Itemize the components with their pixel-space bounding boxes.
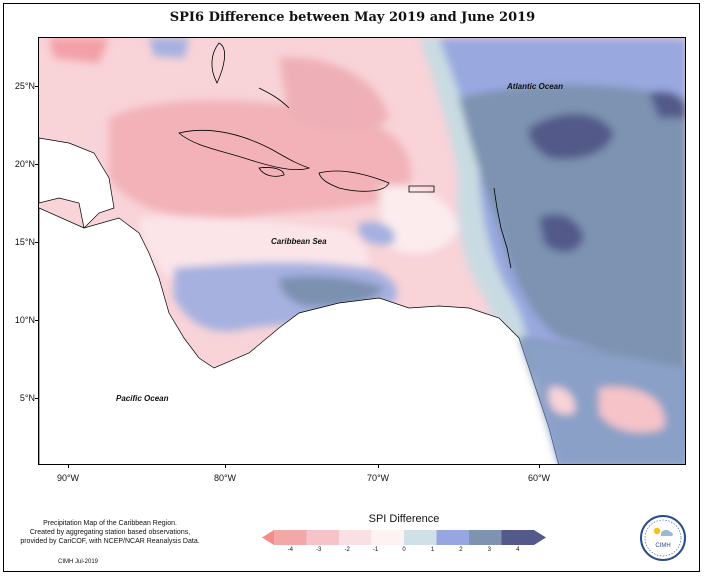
lat-tick xyxy=(35,242,38,243)
label-pacific-ocean: Pacific Ocean xyxy=(116,394,169,403)
lon-label-60w: 60°W xyxy=(527,473,551,483)
hispaniola-outline xyxy=(318,170,390,192)
legend-swatch xyxy=(274,530,307,545)
lat-label-10n: 10°N xyxy=(14,315,35,325)
jamaica-outline xyxy=(258,167,285,177)
field-dark-atlantic-1 xyxy=(528,113,614,160)
logo-text: CIMH xyxy=(655,543,670,549)
legend-colorbar xyxy=(262,530,546,545)
legend-swatch xyxy=(306,530,340,545)
lon-tick xyxy=(539,465,540,468)
island-outlines xyxy=(178,42,512,269)
legend-swatch xyxy=(262,530,274,545)
lon-label-90w: 90°W xyxy=(56,473,80,483)
field-slate-south xyxy=(279,276,384,307)
lon-tick xyxy=(68,465,69,468)
legend-swatch xyxy=(534,530,546,545)
legend-tick-label: 0 xyxy=(402,547,406,553)
legend-swatch xyxy=(371,530,405,545)
spi-difference-map xyxy=(39,38,685,464)
field-neutral-east xyxy=(379,185,459,254)
cuba-outline xyxy=(178,129,311,171)
label-atlantic-ocean: Atlantic Ocean xyxy=(507,82,564,91)
legend-tick-label: -2 xyxy=(344,547,350,553)
land-masses xyxy=(39,137,559,464)
legend-swatch xyxy=(436,530,470,545)
lat-tick xyxy=(35,398,38,399)
field-pink-gulf xyxy=(49,38,109,63)
land-yucatan xyxy=(39,137,115,229)
lat-tick xyxy=(35,320,38,321)
puerto-rico-outline xyxy=(408,185,435,193)
legend-tick-label: 2 xyxy=(459,547,463,553)
lat-label-15n: 15°N xyxy=(14,237,35,247)
legend-tick-labels: -4 -3 -2 -1 0 1 2 3 4 xyxy=(0,547,705,557)
legend-title: SPI Difference xyxy=(368,513,440,525)
legend-swatch xyxy=(339,530,372,545)
field-pink-north xyxy=(279,57,389,132)
label-caribbean-sea: Caribbean Sea xyxy=(271,237,327,246)
land-central-south-america xyxy=(39,207,559,464)
lon-label-70w: 70°W xyxy=(366,473,390,483)
lon-tick xyxy=(378,465,379,468)
bahamas-outline xyxy=(258,87,290,109)
legend-tick-label: 1 xyxy=(430,547,435,553)
field-blue-hispaniola xyxy=(359,221,395,245)
credit-text: CIMH Jul-2019 xyxy=(58,559,99,565)
field-land-pink xyxy=(599,387,665,433)
map-title: SPI6 Difference between May 2019 and Jun… xyxy=(169,10,536,25)
cimh-logo: CIMH xyxy=(640,515,686,561)
field-dark-atlantic-3 xyxy=(649,91,685,118)
legend-tick-label: 3 xyxy=(487,547,491,553)
field-blue-north xyxy=(149,38,189,58)
footnote-line-2: Created by aggregating station based obs… xyxy=(29,529,191,536)
footnote-line-1: Precipitation Map of the Caribbean Regio… xyxy=(43,520,177,527)
footnote: Precipitation Map of the Caribbean Regio… xyxy=(12,519,208,546)
legend-swatch xyxy=(404,530,437,545)
lat-label-5n: 5°N xyxy=(19,393,35,403)
legend-swatch xyxy=(469,530,502,545)
florida-outline xyxy=(211,42,226,84)
map-area: Atlantic Ocean Caribbean Sea Pacific Oce… xyxy=(38,37,686,465)
legend-swatch xyxy=(501,530,534,545)
lon-tick xyxy=(225,465,226,468)
legend-tick-label: -4 xyxy=(287,547,293,553)
field-dark-atlantic-2 xyxy=(539,214,584,253)
lon-label-80w: 80°W xyxy=(213,473,237,483)
lat-label-25n: 25°N xyxy=(14,81,35,91)
lat-label-20n: 20°N xyxy=(14,159,35,169)
lat-tick xyxy=(35,86,38,87)
legend-tick-label: -1 xyxy=(372,547,379,553)
lesser-antilles-outline xyxy=(493,187,512,269)
field-land-pink-2 xyxy=(549,387,575,415)
footnote-line-3: provided by CariCOF, with NCEP/NCAR Rean… xyxy=(20,538,200,545)
lat-tick xyxy=(35,164,38,165)
legend-tick-label: -3 xyxy=(316,547,322,553)
legend-tick-label: 4 xyxy=(516,547,520,553)
